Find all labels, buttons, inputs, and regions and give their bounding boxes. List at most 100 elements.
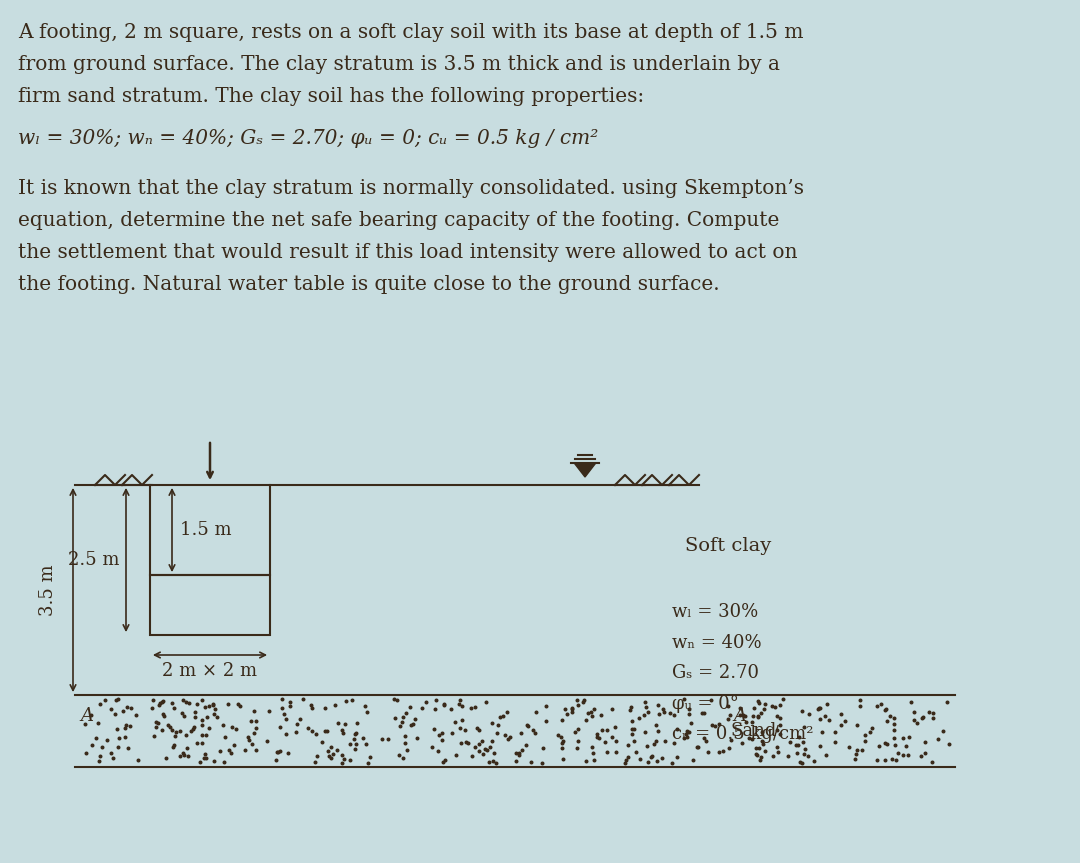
Point bbox=[319, 744, 336, 758]
Point bbox=[204, 696, 221, 710]
Point bbox=[853, 743, 870, 757]
Point bbox=[886, 711, 903, 725]
Point bbox=[756, 697, 773, 711]
Point bbox=[886, 723, 903, 737]
Point bbox=[165, 739, 183, 753]
Point bbox=[319, 724, 336, 738]
Point bbox=[703, 693, 720, 707]
Point bbox=[656, 705, 673, 719]
Point bbox=[242, 715, 259, 728]
Point bbox=[117, 729, 134, 743]
Point bbox=[637, 700, 654, 714]
Point bbox=[796, 742, 813, 756]
Point bbox=[405, 717, 422, 731]
Point bbox=[816, 709, 834, 723]
Point bbox=[849, 718, 866, 732]
Point bbox=[390, 748, 407, 762]
Point bbox=[523, 755, 540, 769]
Point bbox=[200, 699, 217, 713]
Point bbox=[558, 708, 576, 721]
Text: equation, determine the net safe bearing capacity of the footing. Compute: equation, determine the net safe bearing… bbox=[18, 211, 780, 230]
Point bbox=[569, 721, 586, 735]
Point bbox=[273, 692, 291, 706]
Point bbox=[336, 753, 353, 766]
Point bbox=[322, 740, 339, 753]
Point bbox=[193, 713, 211, 727]
Point bbox=[83, 738, 100, 752]
Point bbox=[693, 706, 711, 720]
Point bbox=[197, 751, 214, 765]
Point bbox=[908, 716, 926, 730]
Point bbox=[163, 723, 180, 737]
Point bbox=[126, 709, 144, 722]
Point bbox=[810, 702, 827, 715]
Point bbox=[676, 731, 693, 745]
Point bbox=[396, 729, 414, 743]
Point bbox=[737, 715, 754, 729]
Point bbox=[227, 722, 244, 736]
Point bbox=[549, 728, 566, 742]
Point bbox=[876, 736, 893, 750]
Text: wₗ = 30%: wₗ = 30% bbox=[672, 603, 758, 621]
Point bbox=[104, 751, 121, 765]
Point bbox=[76, 716, 93, 730]
Point bbox=[576, 693, 593, 707]
Point bbox=[731, 709, 748, 722]
Point bbox=[812, 740, 829, 753]
Point bbox=[698, 734, 715, 747]
Point bbox=[604, 702, 621, 715]
Point bbox=[553, 730, 570, 744]
Point bbox=[771, 728, 788, 741]
Point bbox=[635, 708, 652, 721]
Point bbox=[796, 721, 813, 734]
Point bbox=[166, 702, 184, 715]
Point bbox=[208, 710, 226, 724]
Point bbox=[300, 721, 318, 735]
Point bbox=[193, 693, 211, 707]
Point bbox=[647, 734, 664, 748]
Point bbox=[711, 745, 728, 759]
Point bbox=[91, 697, 108, 711]
Point bbox=[198, 728, 215, 742]
Point bbox=[856, 734, 874, 747]
Point bbox=[667, 721, 685, 735]
Point bbox=[197, 700, 214, 714]
Point bbox=[675, 692, 692, 706]
Point bbox=[896, 739, 914, 753]
Point bbox=[451, 693, 469, 707]
Point bbox=[158, 751, 175, 765]
Point bbox=[554, 734, 571, 748]
Point bbox=[166, 729, 184, 743]
Point bbox=[186, 705, 203, 719]
Point bbox=[793, 756, 810, 770]
Point bbox=[796, 747, 813, 761]
Text: Soft clay: Soft clay bbox=[685, 537, 771, 555]
Point bbox=[881, 709, 899, 722]
Point bbox=[553, 741, 570, 755]
Point bbox=[554, 752, 571, 765]
Point bbox=[751, 753, 768, 767]
Point bbox=[680, 725, 698, 739]
Point bbox=[199, 710, 216, 724]
Point bbox=[714, 744, 731, 758]
Point bbox=[308, 749, 325, 763]
Point bbox=[677, 728, 694, 741]
Point bbox=[924, 710, 942, 724]
Point bbox=[191, 755, 208, 769]
Point bbox=[121, 719, 138, 733]
Text: wₙ = 40%: wₙ = 40% bbox=[672, 633, 761, 652]
Point bbox=[868, 753, 886, 766]
Point bbox=[287, 726, 305, 740]
Point bbox=[417, 695, 434, 709]
Point bbox=[109, 740, 126, 753]
Point bbox=[876, 753, 893, 767]
Point bbox=[527, 705, 544, 719]
Point bbox=[680, 702, 698, 716]
Point bbox=[751, 696, 768, 710]
Point bbox=[160, 718, 177, 732]
Point bbox=[840, 740, 858, 754]
Point bbox=[510, 746, 527, 759]
Point bbox=[153, 695, 171, 709]
Point bbox=[754, 725, 771, 739]
Point bbox=[427, 702, 444, 715]
